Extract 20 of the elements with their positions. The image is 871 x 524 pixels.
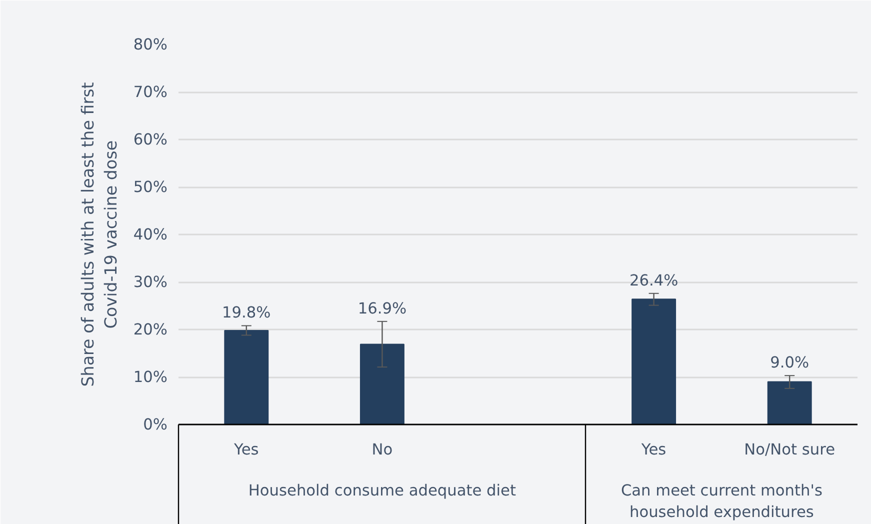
y-tick-label: 30%	[133, 273, 168, 291]
x-tick-label: Yes	[233, 440, 259, 458]
y-tick-label: 50%	[133, 178, 168, 196]
y-tick-label: 20%	[133, 320, 168, 338]
x-tick-label: No	[372, 440, 393, 458]
text: Can meet current month's household expenditures	[620, 482, 822, 522]
x-tick-label: No/Not sure	[744, 440, 836, 458]
data-label: 16.9%	[358, 299, 407, 318]
y-tick-label: 0%	[143, 416, 168, 434]
y-tick-label: 10%	[133, 368, 168, 386]
y-tick-label: 80%	[133, 36, 168, 54]
data-label: 26.4%	[629, 271, 678, 290]
y-tick-label: 70%	[133, 83, 168, 101]
text: Household consume adequate diet	[248, 482, 516, 500]
y-tick-label: 40%	[133, 226, 168, 244]
y-tick-label: 60%	[133, 130, 168, 148]
data-label: 9.0%	[770, 354, 810, 372]
y-axis-title: Share of adults with at least the first Covid-19 vaccine dose	[78, 82, 120, 387]
x-tick-label: Yes	[640, 440, 666, 458]
data-label: 19.8%	[222, 304, 271, 322]
